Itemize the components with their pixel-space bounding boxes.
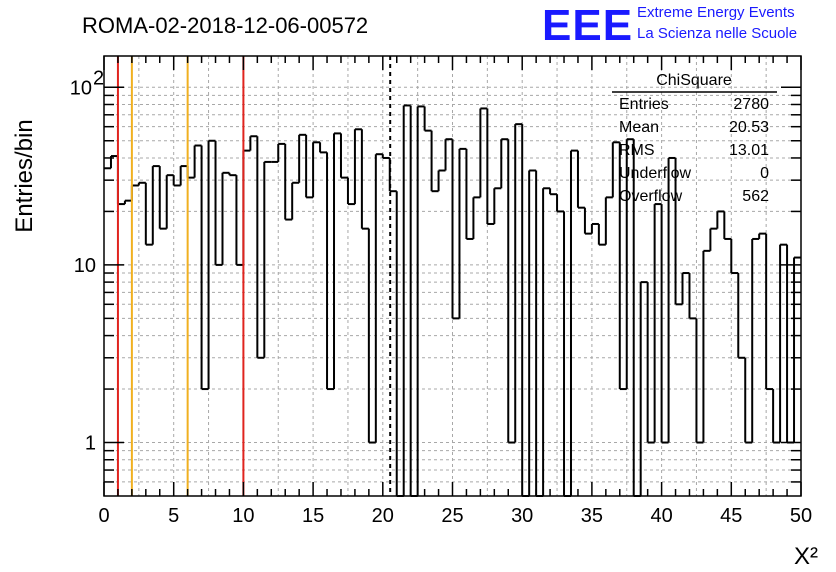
stats-box: ChiSquare Entries 2780 Mean 20.53 RMS 13.01 Un… [612,72,777,205]
axis-ticks [103,56,802,496]
y-tick-label-exponent: 2 [93,67,104,89]
x-axis-title: X² [794,543,818,570]
stats-row-value: 562 [742,188,769,205]
y-tick-label: 10 [74,255,96,277]
x-tick-label: 30 [511,505,533,527]
x-tick-label: 10 [232,505,254,527]
x-tick-labels: 0 5 10 15 20 25 30 35 40 45 50 [98,505,812,527]
x-tick-label: 25 [441,505,463,527]
y-tick-label: 10 [70,77,92,99]
x-tick-label: 0 [98,505,109,527]
x-tick-label: 20 [372,505,394,527]
stats-row-value: 2780 [733,96,769,113]
stats-row-label: Overflow [619,188,683,205]
eee-logo-line2: La Scienza nelle Scuole [637,25,797,42]
stats-row-label: RMS [619,142,655,159]
eee-logo-line1: Extreme Energy Events [637,4,795,21]
stats-row-value: 0 [760,165,769,182]
x-tick-label: 15 [302,505,324,527]
x-tick-label: 50 [790,505,812,527]
stats-row-label: Entries [619,96,669,113]
stats-row-label: Mean [619,119,659,136]
eee-logo: EEE Extreme Energy Events La Scienza nel… [542,1,797,50]
stats-box-title: ChiSquare [656,72,732,89]
marker-lines [116,56,392,496]
stats-row-value: 20.53 [729,119,769,136]
chart-title: ROMA-02-2018-12-06-00572 [82,13,368,38]
y-tick-label: 1 [85,433,96,455]
x-tick-label: 45 [720,505,742,527]
stats-row-label: Underflow [619,165,691,182]
x-tick-label: 35 [581,505,603,527]
y-axis-title: Entries/bin [11,119,38,232]
stats-box-rows: Entries 2780 Mean 20.53 RMS 13.01 Underflow 0 Ov… [619,96,769,205]
histogram-bars [104,104,801,497]
stats-row-value: 13.01 [729,142,769,159]
x-tick-label: 40 [650,505,672,527]
x-tick-label: 5 [168,505,179,527]
eee-logo-text: EEE [542,1,633,50]
